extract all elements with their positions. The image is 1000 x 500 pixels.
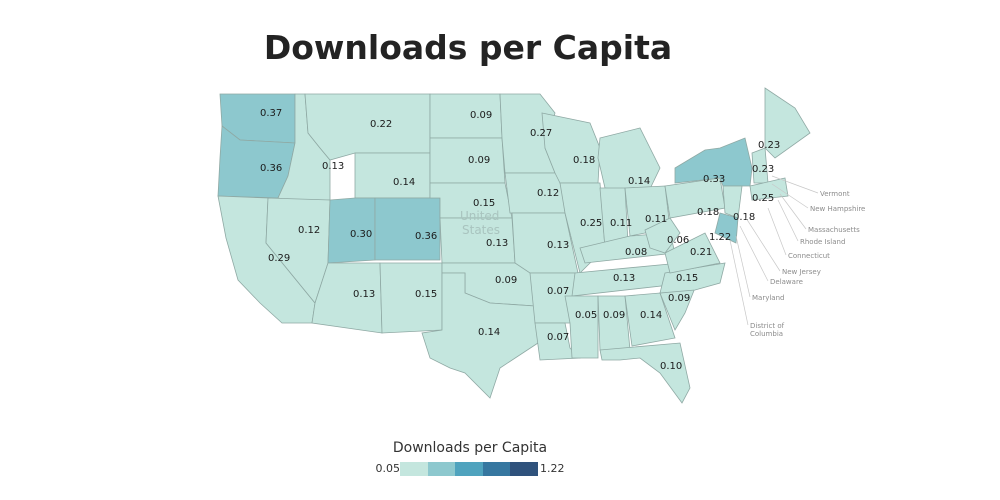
- state-value-id: 0.13: [322, 161, 344, 172]
- legend-color-scale: [400, 462, 538, 476]
- state-value-ar: 0.07: [547, 286, 569, 297]
- state-value-va: 0.21: [690, 247, 712, 258]
- callout-leader-line: [771, 183, 809, 209]
- state-value-pa: 0.18: [697, 207, 719, 218]
- state-value-ga: 0.14: [640, 310, 662, 321]
- state-tx: [421, 272, 539, 399]
- page-title: Downloads per Capita: [263, 28, 673, 67]
- choropleth-map: 0.37 0.36 0.29 0.13 0.12 0.22 0.14 0.30 0.36 0.13…: [160, 68, 880, 440]
- legend-swatch: [482, 462, 511, 476]
- state-value-az: 0.13: [353, 289, 375, 300]
- state-ma: [749, 177, 789, 201]
- state-value-nc: 0.15: [676, 273, 698, 284]
- callout-label: Vermont: [820, 190, 850, 198]
- legend-max-label: 1.22: [540, 462, 565, 475]
- state-fl: [599, 342, 691, 404]
- state-value-mi: 0.14: [628, 176, 650, 187]
- state-value-mt: 0.22: [370, 119, 392, 130]
- legend-swatch: [455, 462, 483, 476]
- state-va: [664, 232, 721, 274]
- state-value-il: 0.25: [580, 218, 602, 229]
- state-wy: [354, 152, 431, 199]
- state-value-ut: 0.30: [350, 229, 372, 240]
- state-ny: [674, 137, 753, 187]
- state-value-al: 0.09: [603, 310, 625, 321]
- state-value-nj: 0.18: [733, 212, 755, 223]
- legend-swatch: [427, 462, 456, 476]
- state-value-ok: 0.09: [495, 275, 517, 286]
- legend-title: Downloads per Capita: [392, 440, 548, 456]
- state-value-or: 0.36: [260, 163, 282, 174]
- state-value-me: 0.23: [758, 140, 780, 151]
- value-labels-layer: 0.37 0.36 0.29 0.13 0.12 0.22 0.14 0.30 0.36 0.13…: [260, 108, 780, 372]
- state-mt: [304, 93, 431, 161]
- state-value-ca: 0.29: [268, 253, 290, 264]
- state-ga: [624, 292, 676, 347]
- state-value-ky: 0.08: [625, 247, 647, 258]
- us-map: 0.37 0.36 0.29 0.13 0.12 0.22 0.14 0.30 0.36 0.13…: [217, 87, 865, 404]
- callout-leader-line: [779, 193, 807, 230]
- state-value-tx: 0.14: [478, 327, 500, 338]
- legend-swatch: [510, 462, 538, 476]
- legend-swatch: [400, 462, 428, 476]
- callout-label: New Hampshire: [810, 205, 865, 213]
- state-value-sc: 0.09: [668, 293, 690, 304]
- state-value-mn: 0.27: [530, 128, 552, 139]
- state-value-wa: 0.37: [260, 108, 282, 119]
- callout-label: Delaware: [770, 278, 803, 286]
- state-nc: [659, 262, 726, 294]
- state-value-mo: 0.13: [547, 240, 569, 251]
- state-wv: [644, 217, 681, 254]
- callout-leader-line: [771, 175, 819, 194]
- state-value-tn: 0.13: [613, 273, 635, 284]
- callout-leader-line: [735, 235, 751, 298]
- state-md: [714, 212, 739, 244]
- state-value-co: 0.36: [415, 231, 437, 242]
- callout-label: Massachusetts: [808, 226, 860, 234]
- state-value-in: 0.11: [610, 218, 632, 229]
- state-value-ma: 0.25: [752, 193, 774, 204]
- state-value-vt: 0.23: [752, 164, 774, 175]
- state-al: [597, 295, 631, 351]
- callout-leader-line: [729, 239, 749, 326]
- state-value-oh: 0.11: [645, 214, 667, 225]
- state-value-fl: 0.10: [660, 361, 682, 372]
- callout-leader-line: [767, 207, 787, 256]
- callout-label: Columbia: [750, 330, 783, 338]
- color-legend: Downloads per Capita 0.05 1.22: [360, 440, 580, 480]
- state-ms: [564, 295, 599, 359]
- state-value-ks: 0.13: [486, 238, 508, 249]
- callout-leader-line: [745, 217, 781, 272]
- legend-min-label: 0.05: [375, 462, 401, 475]
- state-value-la: 0.07: [547, 332, 569, 343]
- state-value-nm: 0.15: [415, 289, 437, 300]
- callout-label: Rhode Island: [800, 238, 845, 246]
- callout-label: New Jersey: [782, 268, 821, 276]
- state-value-wv: 0.06: [667, 235, 689, 246]
- states-layer: [217, 87, 811, 404]
- state-value-sd: 0.09: [468, 155, 490, 166]
- state-value-wi: 0.18: [573, 155, 595, 166]
- callout-leader-line: [777, 199, 799, 242]
- callout-layer: Vermont New Hampshire Massachusetts Rhode I…: [729, 175, 865, 338]
- state-co: [374, 197, 441, 261]
- state-me: [764, 87, 811, 159]
- country-label-line1: United: [460, 209, 499, 223]
- state-value-md: 1.22: [709, 232, 731, 243]
- country-label-line2: States: [462, 223, 500, 237]
- state-value-nd: 0.09: [470, 110, 492, 121]
- state-value-ia: 0.12: [537, 188, 559, 199]
- state-value-nv: 0.12: [298, 225, 320, 236]
- callout-label: Maryland: [752, 294, 784, 302]
- state-az: [311, 262, 383, 334]
- callout-label: District of: [750, 322, 785, 330]
- callout-label: Connecticut: [788, 252, 830, 260]
- callout-leader-line: [739, 225, 769, 282]
- state-value-ne: 0.15: [473, 198, 495, 209]
- state-value-wy: 0.14: [393, 177, 415, 188]
- state-value-ny: 0.33: [703, 174, 725, 185]
- state-value-ms: 0.05: [575, 310, 597, 321]
